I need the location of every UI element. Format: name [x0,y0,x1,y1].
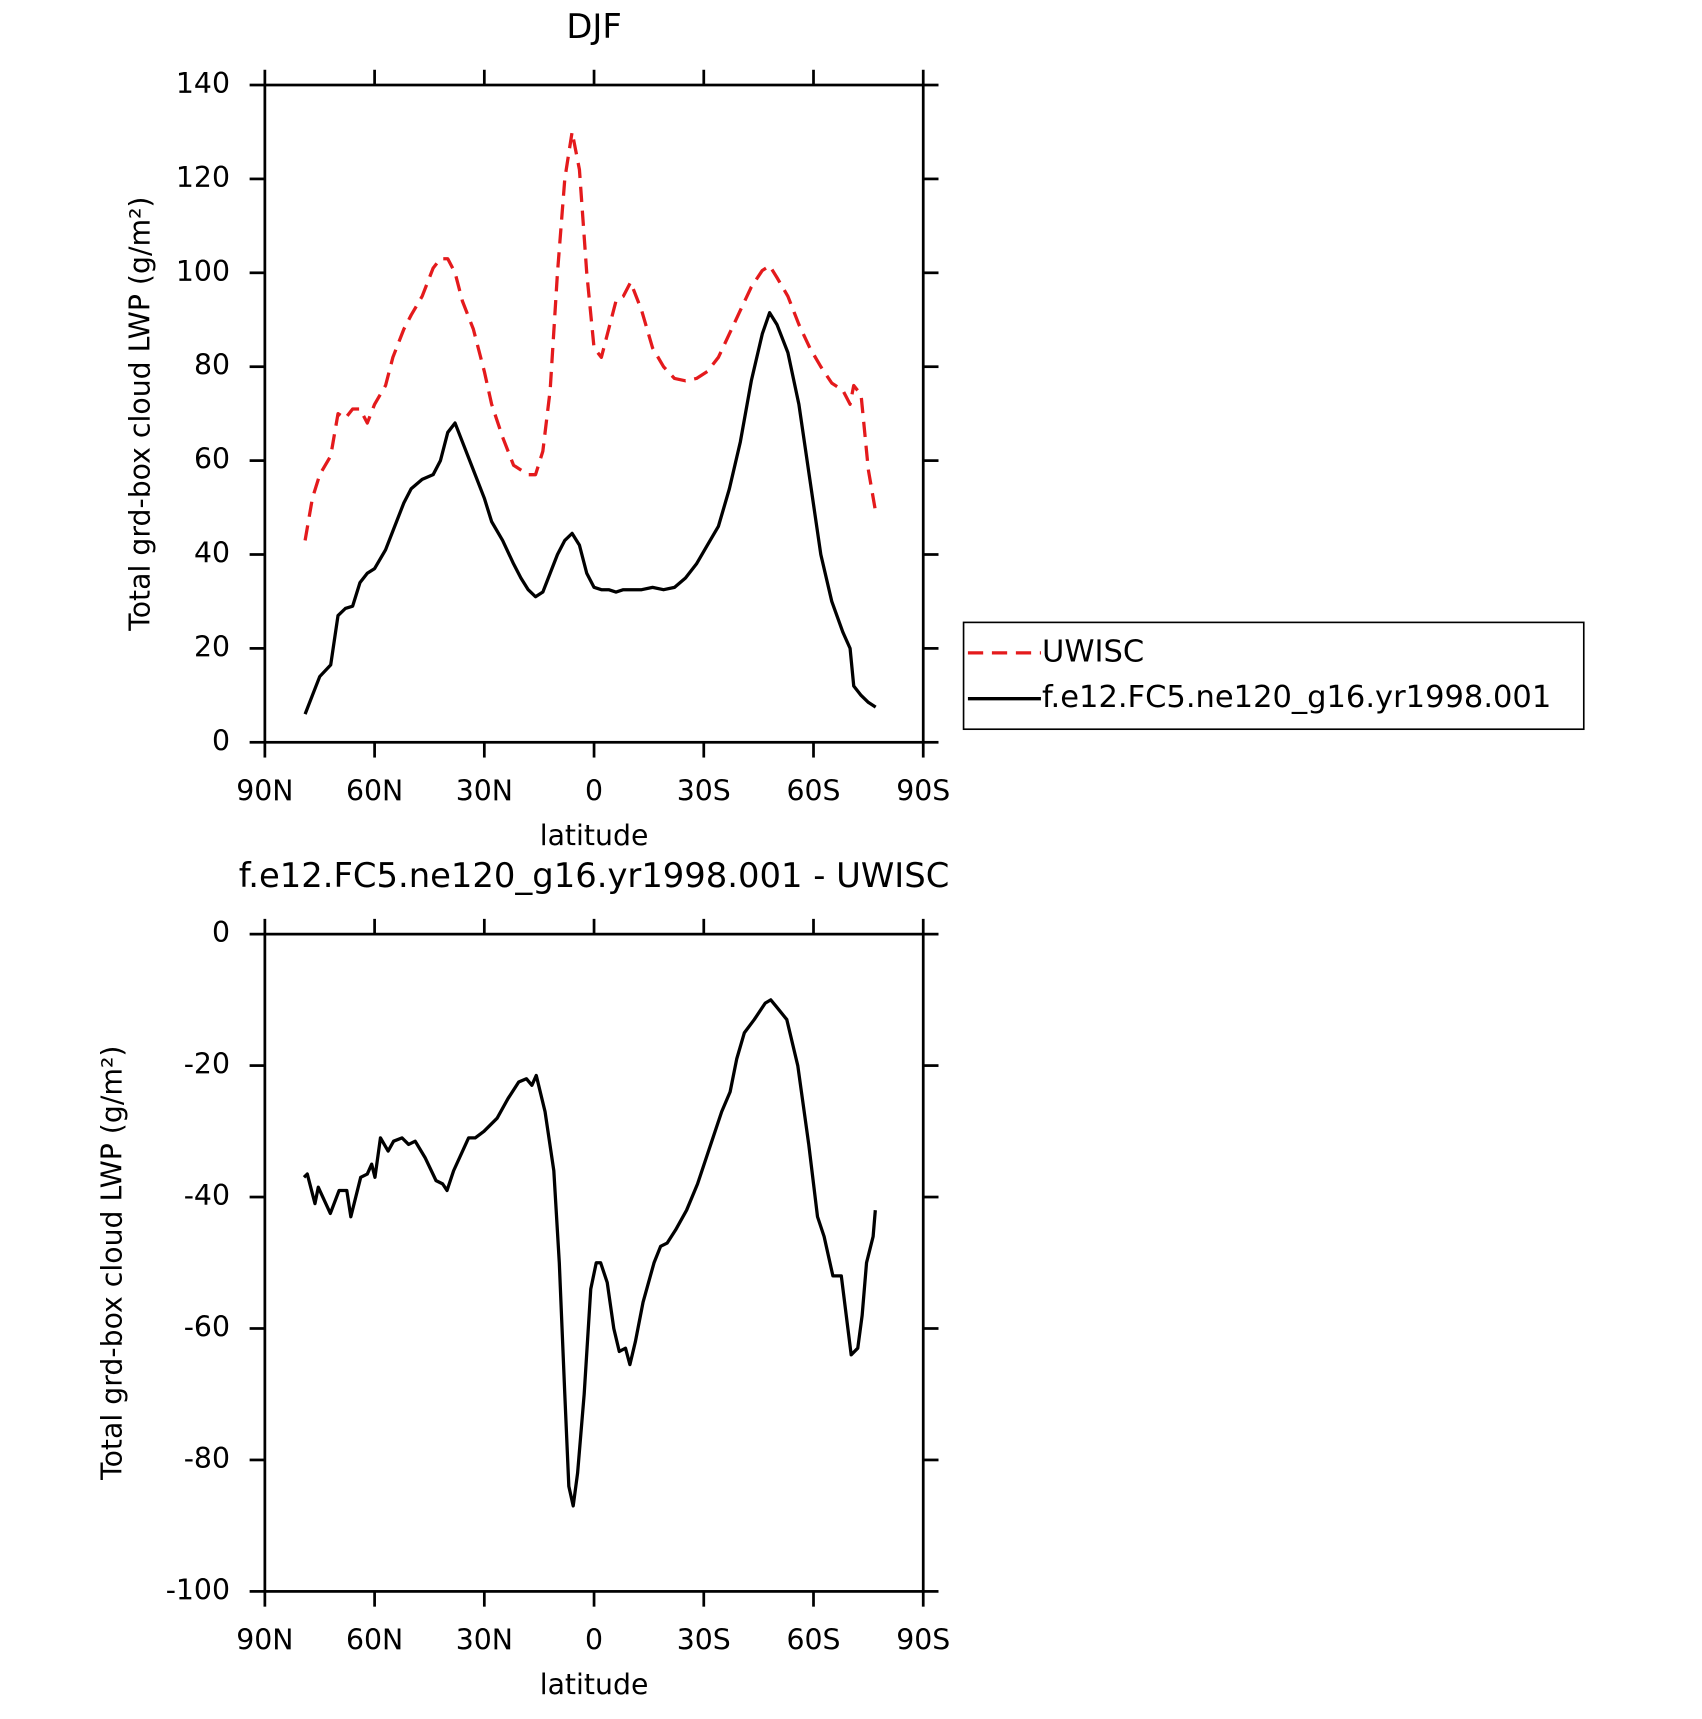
data-line [302,998,877,1508]
y-axis-label: Total grd-box cloud LWP (g/m²) [124,197,157,632]
y-tick-label: 120 [176,161,230,194]
chart-area: 0 20 40 60 80 100 120 140 90N 60N 30N 0 30S 60S 90S DJF… [95,7,1585,1701]
legend-box [962,621,1585,731]
y-axis-label: Total grd-box cloud LWP (g/m²) [95,1046,128,1481]
x-tick-label: 30S [677,1624,731,1657]
x-tick-label: 0 [585,1624,603,1657]
y-tick-label: 20 [194,630,230,663]
x-axis-label: latitude [540,819,649,852]
chart-title: f.e12.FC5.ne120_g16.yr1998.001 - UWISC [239,856,950,895]
x-tick-label: 60N [346,774,403,807]
legend-label: f.e12.FC5.ne120_g16.yr1998.001 [1042,680,1551,715]
y-tick-label: -100 [166,1573,230,1606]
y-tick-label: 40 [194,536,230,569]
y-tick-label: -60 [184,1310,230,1343]
y-tick-label: -40 [184,1179,230,1212]
data-line [303,130,878,541]
x-tick-label: 60N [346,1624,403,1657]
y-tick-label: -80 [184,1442,230,1475]
x-tick-label: 90N [236,774,293,807]
x-tick-label: 60S [786,774,840,807]
x-tick-label: 30N [456,774,513,807]
x-tick-label: 60S [786,1624,840,1657]
x-tick-label: 0 [585,774,603,807]
x-tick-label: 30N [456,1624,513,1657]
plot-frame [263,83,925,744]
data-line [303,311,877,715]
y-tick-label: 140 [176,67,230,100]
y-tick-label: 0 [212,916,230,949]
chart-title: DJF [566,7,621,46]
y-tick-label: 0 [212,724,230,757]
x-tick-label: 90N [236,1624,293,1657]
y-tick-label: 100 [176,255,230,288]
plot-frame [263,932,925,1593]
x-tick-label: 90S [896,1624,950,1657]
y-tick-label: 60 [194,443,230,476]
x-axis-label: latitude [540,1668,649,1701]
legend-label: UWISC [1042,634,1144,669]
x-tick-label: 30S [677,774,731,807]
x-tick-label: 90S [896,774,950,807]
y-tick-label: 80 [194,349,230,382]
y-tick-label: -20 [184,1048,230,1081]
